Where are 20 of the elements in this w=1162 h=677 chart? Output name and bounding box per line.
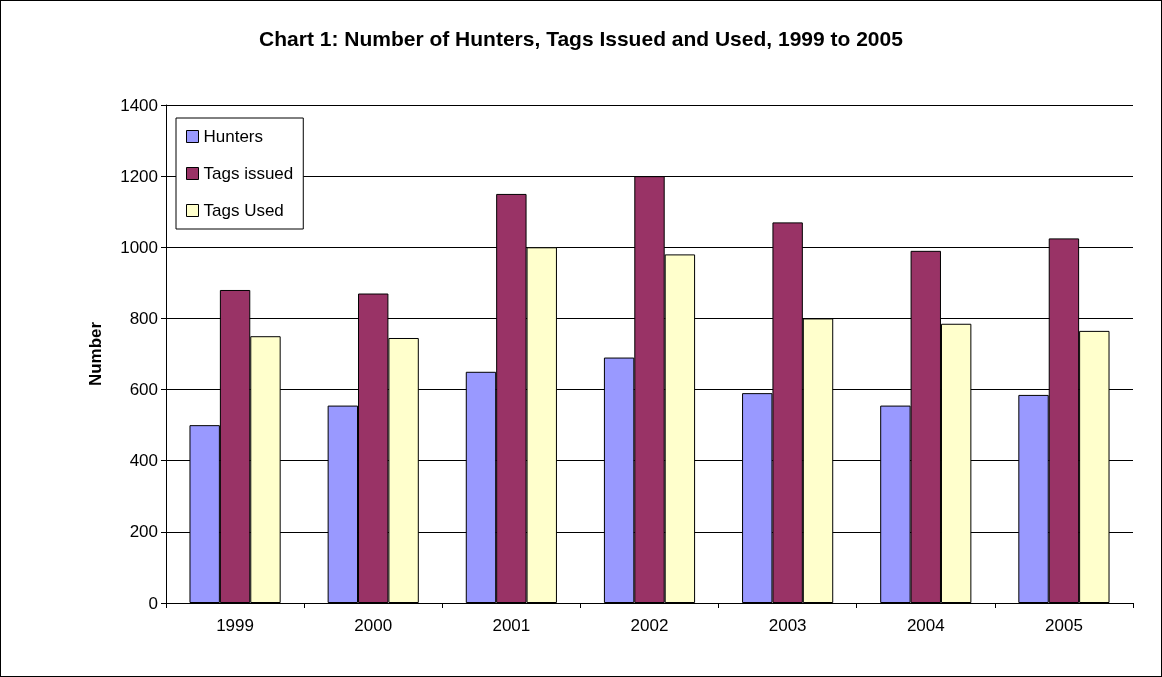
x-tick-label: 2001 <box>492 616 531 635</box>
y-axis-title: Number <box>86 321 105 387</box>
y-tick-label: 0 <box>148 593 158 613</box>
x-tick-label: 2003 <box>768 616 807 635</box>
y-tick-label: 400 <box>129 451 158 471</box>
y-tick-label: 1000 <box>120 237 158 257</box>
x-tick-label: 2005 <box>1045 616 1083 635</box>
x-tick-label: 1999 <box>216 616 254 635</box>
chart-title: Chart 1: Number of Hunters, Tags Issued and Used, 1999 to 2005 <box>259 27 904 50</box>
y-tick-label: 800 <box>129 308 158 328</box>
legend-label: Hunters <box>203 127 264 146</box>
y-tick-label: 200 <box>129 522 158 542</box>
y-tick-label: 1200 <box>120 166 158 186</box>
y-tick-label: 1400 <box>120 95 158 115</box>
x-tick-label: 2004 <box>906 616 945 635</box>
x-tick-label: 2000 <box>354 616 393 635</box>
legend-label: Tags issued <box>203 164 294 183</box>
y-tick-label: 600 <box>129 380 158 400</box>
legend-label: Tags Used <box>203 201 284 220</box>
x-tick-label: 2002 <box>630 616 669 635</box>
